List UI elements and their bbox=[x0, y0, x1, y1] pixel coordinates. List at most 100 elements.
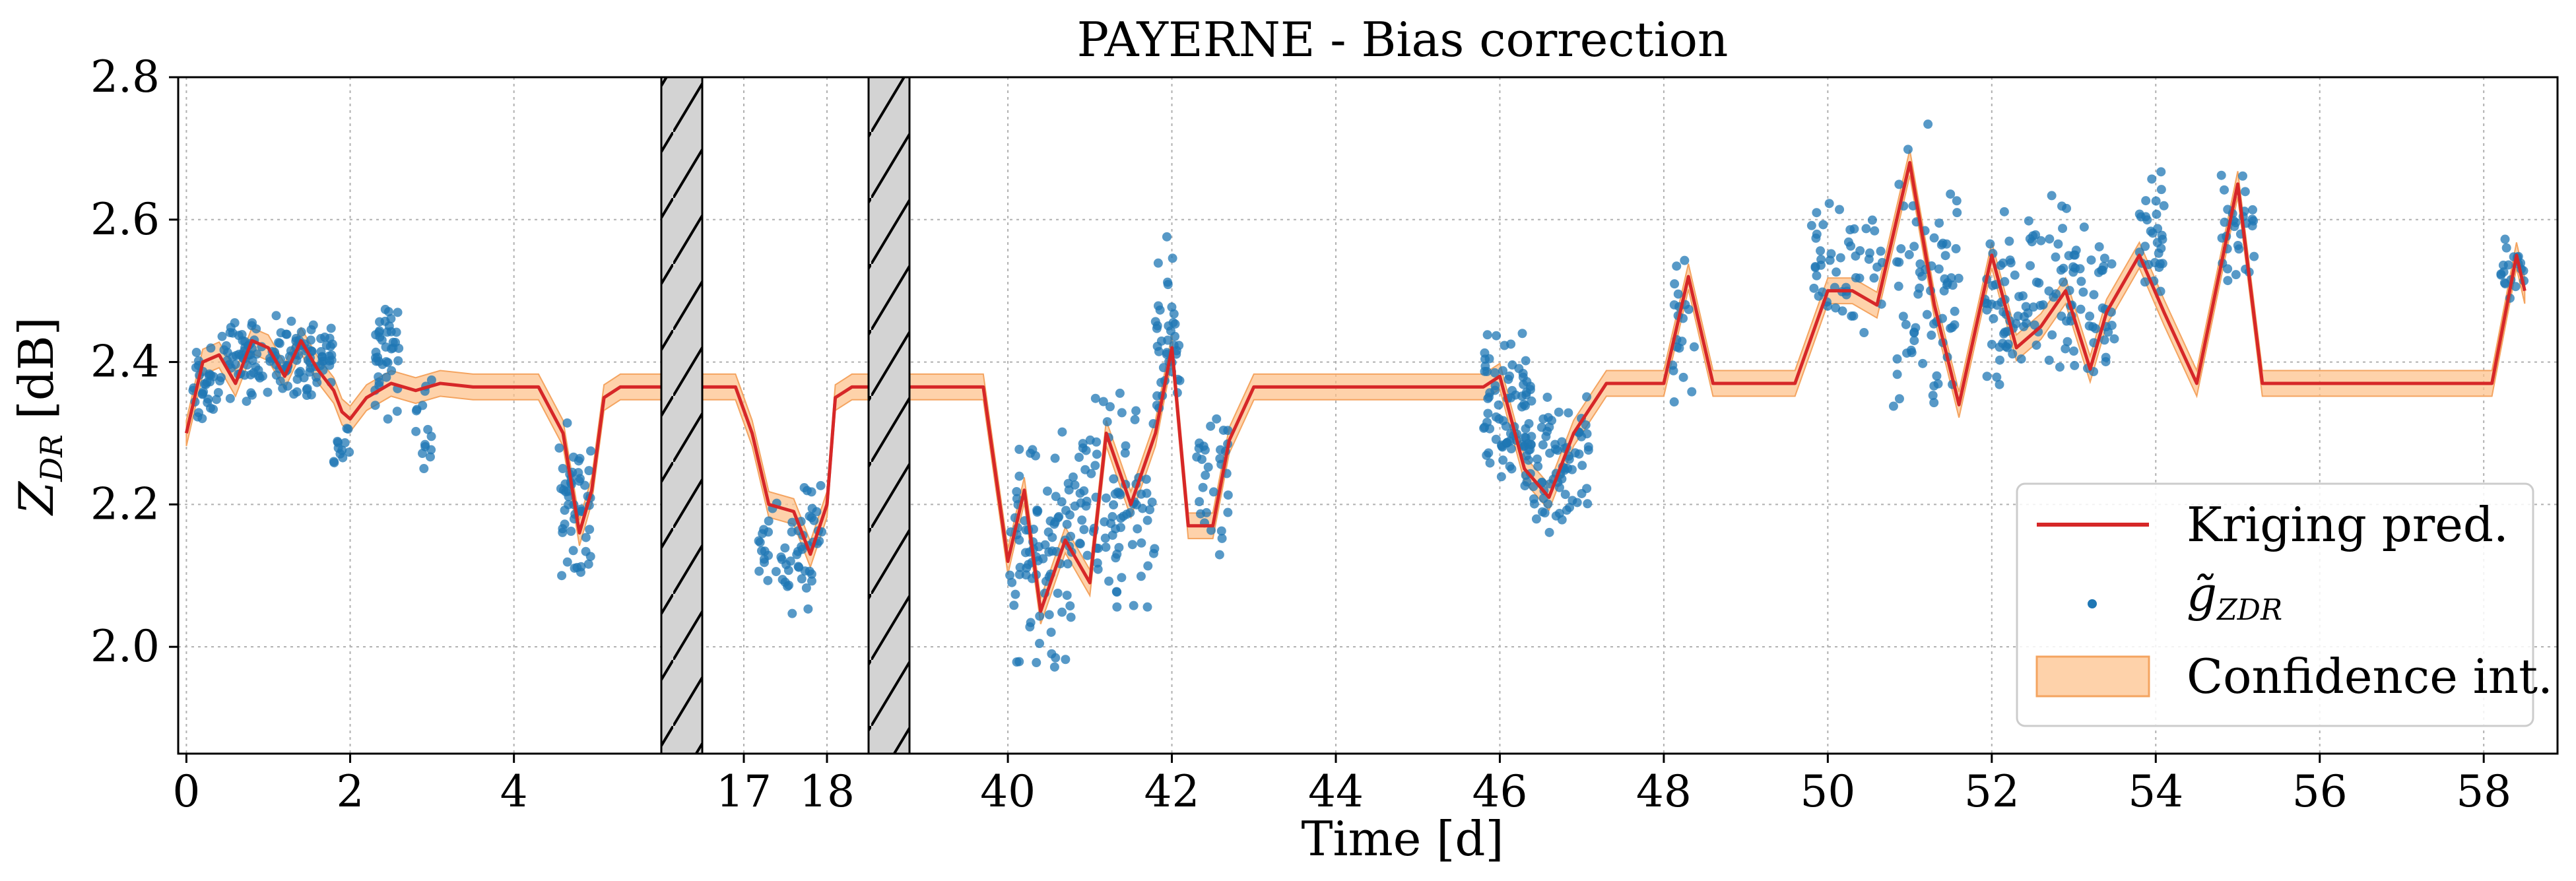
data-point bbox=[1154, 346, 1164, 356]
data-point bbox=[2223, 276, 2233, 286]
data-point bbox=[1109, 500, 1119, 510]
data-point bbox=[2240, 187, 2250, 197]
data-point bbox=[1223, 507, 1233, 517]
data-point bbox=[816, 480, 826, 490]
data-point bbox=[263, 387, 273, 397]
data-point bbox=[199, 387, 209, 397]
data-point bbox=[1816, 255, 1826, 265]
data-point bbox=[1554, 508, 1564, 518]
data-point bbox=[787, 608, 797, 618]
data-point bbox=[1560, 490, 1570, 500]
data-point bbox=[1677, 337, 1687, 346]
data-point bbox=[777, 575, 787, 585]
data-point bbox=[321, 341, 331, 350]
data-point bbox=[312, 372, 321, 382]
data-point bbox=[1678, 372, 1688, 382]
data-point bbox=[2076, 304, 2086, 314]
data-point bbox=[2501, 243, 2511, 253]
data-point bbox=[1524, 418, 1534, 428]
data-point bbox=[1519, 399, 1529, 409]
data-point bbox=[574, 468, 583, 478]
data-point bbox=[203, 394, 213, 404]
data-point bbox=[807, 504, 817, 513]
data-point bbox=[276, 328, 286, 338]
data-point bbox=[2220, 185, 2229, 195]
data-point bbox=[2059, 277, 2068, 287]
data-point bbox=[771, 567, 781, 577]
data-point bbox=[1483, 393, 1493, 403]
data-point bbox=[1129, 601, 1139, 610]
data-point bbox=[2500, 234, 2510, 244]
data-point bbox=[2140, 242, 2150, 251]
x-ticks: 0 2 4 17 18 40 42 44 46 48 50 52 54 56 58 bbox=[172, 754, 2511, 817]
data-point bbox=[1143, 561, 1153, 571]
data-point bbox=[1929, 233, 1939, 243]
data-point bbox=[205, 403, 215, 413]
data-point bbox=[1092, 449, 1102, 459]
data-point bbox=[317, 356, 327, 366]
data-point bbox=[1090, 461, 1100, 471]
data-point bbox=[271, 311, 281, 321]
data-point bbox=[560, 506, 570, 515]
data-point bbox=[558, 464, 568, 474]
data-point bbox=[1562, 506, 1571, 515]
data-point bbox=[568, 452, 578, 462]
data-point bbox=[2159, 201, 2169, 211]
data-point bbox=[1076, 498, 1086, 508]
data-point bbox=[1669, 397, 1679, 407]
data-point bbox=[1870, 226, 1880, 236]
data-point bbox=[1032, 507, 1042, 517]
data-point bbox=[793, 562, 803, 571]
data-point bbox=[296, 366, 306, 376]
data-point bbox=[1049, 662, 1059, 672]
data-point bbox=[1044, 610, 1054, 620]
data-point bbox=[584, 466, 594, 476]
data-point bbox=[411, 406, 421, 416]
y-axis-label-sub: DR bbox=[34, 434, 69, 482]
data-point bbox=[213, 387, 223, 397]
data-point bbox=[2088, 322, 2098, 332]
data-point bbox=[2156, 167, 2166, 177]
data-point bbox=[1061, 506, 1071, 515]
data-point bbox=[370, 401, 380, 410]
data-point bbox=[305, 367, 315, 377]
data-point bbox=[2147, 174, 2157, 184]
data-point bbox=[763, 575, 773, 585]
data-point bbox=[1153, 258, 1163, 268]
data-point bbox=[1806, 220, 1816, 230]
data-point bbox=[1068, 472, 1078, 482]
data-point bbox=[1142, 602, 1152, 612]
data-point bbox=[1100, 517, 1109, 527]
data-point bbox=[1195, 497, 1205, 507]
data-point bbox=[1483, 408, 1493, 418]
data-point bbox=[1846, 241, 1856, 251]
y-tick-label: 2.4 bbox=[90, 337, 160, 387]
data-point bbox=[197, 414, 207, 424]
data-point bbox=[387, 366, 397, 375]
data-point bbox=[1536, 422, 1546, 432]
data-point bbox=[1859, 328, 1869, 338]
data-point bbox=[383, 414, 393, 424]
data-point bbox=[2044, 355, 2054, 365]
data-point bbox=[1130, 414, 1140, 424]
data-point bbox=[1951, 244, 1961, 253]
x-tick-label: 46 bbox=[1472, 766, 1527, 817]
data-point bbox=[2016, 354, 2026, 364]
gap-marker-2-hatch bbox=[869, 77, 909, 754]
data-point bbox=[2140, 277, 2150, 287]
data-point bbox=[1214, 550, 1224, 560]
x-tick-label: 48 bbox=[1636, 766, 1692, 817]
data-point bbox=[1946, 273, 1956, 283]
data-point bbox=[1867, 215, 1877, 225]
data-point bbox=[1175, 375, 1185, 385]
data-point bbox=[1812, 271, 1822, 280]
data-point bbox=[1929, 398, 1939, 408]
data-point bbox=[1948, 280, 1958, 290]
data-point bbox=[2011, 319, 2021, 329]
data-point bbox=[306, 325, 316, 335]
data-point bbox=[1115, 388, 1125, 398]
data-point bbox=[2062, 316, 2072, 326]
data-point bbox=[1670, 279, 1680, 289]
data-point bbox=[1915, 283, 1925, 293]
data-point bbox=[1496, 472, 1506, 482]
